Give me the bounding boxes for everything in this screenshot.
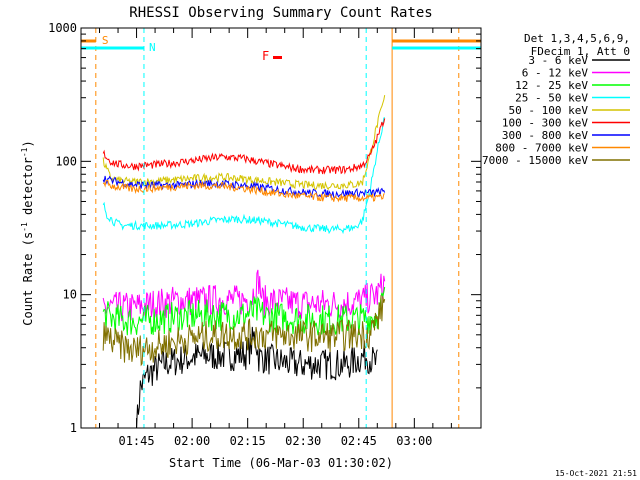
x-axis-label: Start Time (06-Mar-03 01:30:02) <box>169 456 393 470</box>
flare-marker <box>273 56 282 59</box>
series-line <box>102 116 385 235</box>
annotation-layer: S N F <box>81 28 481 428</box>
series-layer <box>102 95 386 429</box>
y-tick-label: 100 <box>55 154 77 168</box>
series-line <box>102 295 386 367</box>
series-line <box>102 180 385 203</box>
y-tick-label: 10 <box>63 288 77 302</box>
y-tick-label: 1 <box>70 421 77 435</box>
series-line <box>102 118 386 175</box>
chart-title: RHESSI Observing Summary Count Rates <box>129 5 432 21</box>
timestamp: 15-Oct-2021 21:51 <box>555 469 637 478</box>
legend-entry-label: 6 - 12 keV <box>522 67 589 80</box>
legend-entry-label: 3 - 6 keV <box>528 54 588 67</box>
legend-entry-label: 50 - 100 keV <box>509 104 589 117</box>
x-tick-label: 02:30 <box>285 434 321 448</box>
plot-frame <box>80 27 482 429</box>
legend-entry-label: 7000 - 15000 keV <box>482 154 588 167</box>
x-tick-label: 02:00 <box>174 434 210 448</box>
night-label: N <box>149 41 156 54</box>
x-tick-label: 01:45 <box>118 434 154 448</box>
x-tick-label: 02:45 <box>341 434 377 448</box>
series-line <box>102 95 386 191</box>
legend: Det 1,3,4,5,6,9, FDecim 1, Att 0 3 - 6 k… <box>482 32 630 167</box>
y-tick-label: 1000 <box>48 21 77 35</box>
legend-entry-label: 300 - 800 keV <box>502 129 588 142</box>
legend-entry-label: 800 - 7000 keV <box>495 142 588 155</box>
legend-entry-label: 25 - 50 keV <box>515 92 588 105</box>
y-axis-label: Count Rate (s-1 detector-1) <box>20 140 35 325</box>
legend-header-line-2: FDecim 1, Att 0 <box>531 45 630 58</box>
legend-entry-label: 100 - 300 keV <box>502 117 588 130</box>
x-tick-label: 02:15 <box>230 434 266 448</box>
legend-header-line-1: Det 1,3,4,5,6,9, <box>524 32 630 45</box>
series-line <box>136 326 378 429</box>
x-tick-label: 03:00 <box>396 434 432 448</box>
flare-label: F <box>262 49 269 63</box>
axis-layer: 1 10 100 1000 01:45 02:00 02:15 02:30 02:45 03:00 <box>48 21 482 448</box>
legend-entry-label: 12 - 25 keV <box>515 79 588 92</box>
saa-label: S <box>102 34 109 47</box>
